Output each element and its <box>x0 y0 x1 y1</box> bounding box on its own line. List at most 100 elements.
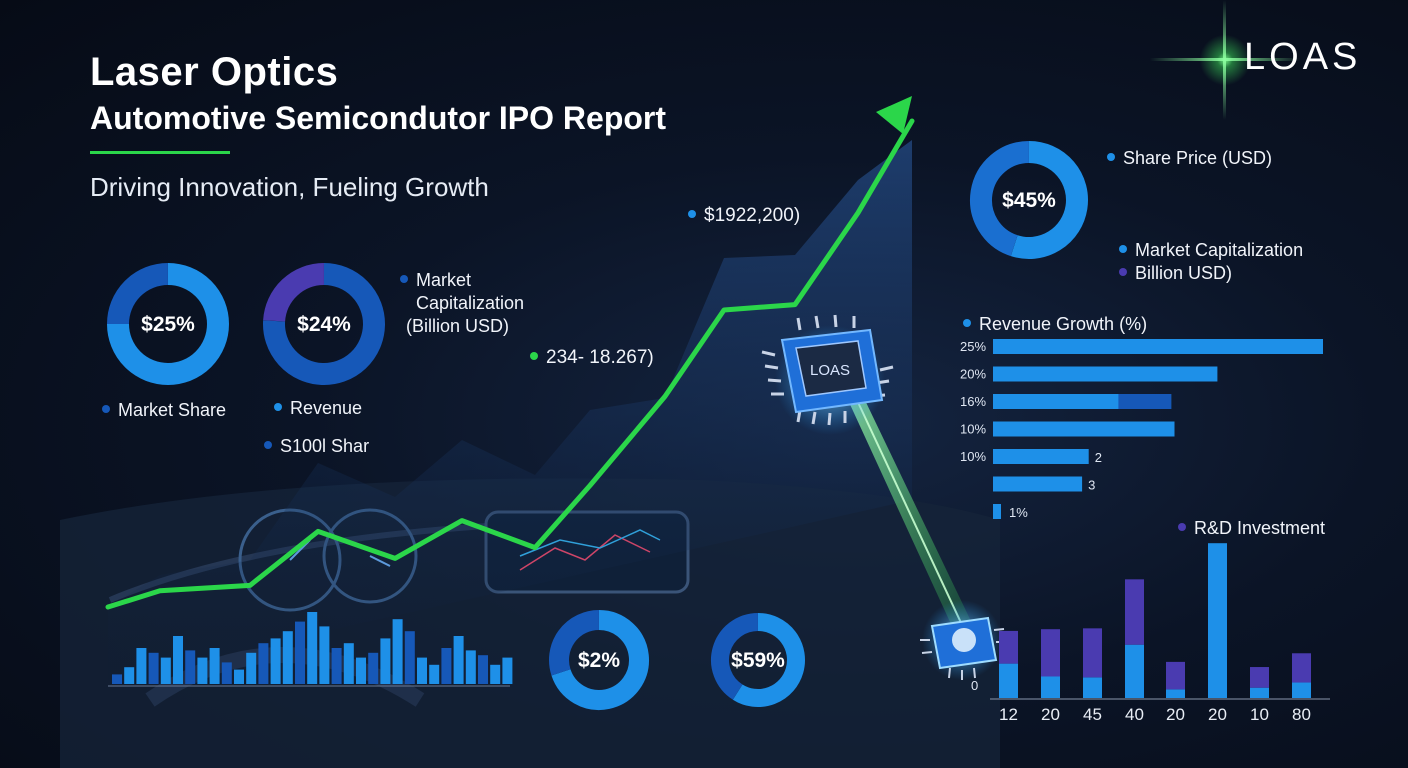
donut-center-label: $24% <box>297 313 351 336</box>
donut-share-price: $45% <box>970 141 1088 259</box>
legend-market-cap-right-2: Billion USD) <box>1119 263 1232 284</box>
rd-tick-label: 40 <box>1125 705 1144 724</box>
donut-slice <box>263 263 385 385</box>
rd-tick-label: 20 <box>1208 705 1227 724</box>
mini-bar <box>490 664 501 684</box>
legend-dot-icon <box>1178 523 1186 532</box>
mini-bar <box>417 657 427 684</box>
revenue-growth-bar-overlay <box>1118 394 1172 409</box>
point-label-mid-text: 234- 18.267) <box>546 347 654 368</box>
rd-bar-blue <box>1292 682 1311 698</box>
mini-bar <box>319 626 330 684</box>
legend-market-cap-right: Market Capitalization <box>1119 240 1303 261</box>
donut-slice <box>1010 141 1088 259</box>
revenue-growth-end-label: 3 <box>1088 478 1095 493</box>
rd-bar-purple <box>1250 667 1269 688</box>
revenue-growth-tick: 20% <box>960 367 986 382</box>
mini-bar <box>465 650 476 684</box>
donut-slice <box>711 613 759 700</box>
revenue-growth-title: Revenue Growth (%) <box>963 314 1147 335</box>
rd-bar-blue <box>1083 677 1102 698</box>
revenue-growth-tick: 10% <box>960 449 986 464</box>
legend-dot-icon <box>274 403 282 412</box>
donut-market-share: $25% <box>107 263 229 385</box>
legend-dot-icon <box>102 405 110 414</box>
point-label-mid: 234- 18.267) <box>530 347 654 369</box>
page-title: Laser Optics <box>90 50 339 94</box>
mini-bar <box>173 636 183 684</box>
mini-bar <box>441 648 452 684</box>
mini-bar <box>124 667 135 684</box>
small-chip-icon <box>920 600 1006 680</box>
donut-bottom-left: $2% <box>549 610 649 710</box>
legend-dot-icon <box>530 351 538 360</box>
mini-bar <box>209 648 220 684</box>
legend-market-cap-left-2: Capitalization <box>416 293 525 313</box>
growth-area <box>108 140 912 680</box>
point-label-top-text: $1922,200) <box>704 205 801 226</box>
rd-tick-label: 20 <box>1166 705 1185 724</box>
revenue-growth-bar <box>993 421 1175 437</box>
mini-bar <box>356 657 366 684</box>
legend-dot-icon <box>1119 245 1127 254</box>
legend-dot-icon <box>1119 268 1127 277</box>
rd-investment-title-text: R&D Investment <box>1194 518 1326 538</box>
rd-y-tick: 0 <box>971 678 978 693</box>
growth-line <box>105 118 915 610</box>
mini-bar <box>246 652 257 684</box>
rd-bar-purple <box>1083 628 1102 678</box>
mini-bar <box>295 621 305 684</box>
revenue-growth-bar <box>993 504 1001 519</box>
donut-slice <box>107 263 169 325</box>
donut-center-label: $25% <box>141 313 195 336</box>
mini-bar-chart <box>112 612 513 684</box>
mini-bar <box>197 657 208 684</box>
revenue-growth-tick: 10% <box>960 422 986 437</box>
legend-dot-icon <box>688 209 696 218</box>
legend-market-cap-left-text: Market <box>416 270 472 290</box>
rd-bar-purple <box>999 630 1018 664</box>
donut-slice <box>549 610 600 676</box>
logo-flare-ray-v <box>1223 0 1226 120</box>
mini-bar <box>148 652 159 684</box>
rd-investment-bar-chart: 12 20 45 40 20 20 10 80 0 <box>971 543 1311 724</box>
rd-bar-blue <box>1208 543 1227 698</box>
brand-logo: LOAS <box>1244 36 1362 78</box>
mini-bar <box>429 664 440 684</box>
revenue-growth-bar <box>993 339 1323 354</box>
legend-market-cap-left: Market <box>400 270 471 291</box>
mini-bar <box>282 631 293 684</box>
point-label-top: $1922,200) <box>688 205 800 227</box>
mini-bar <box>185 650 196 684</box>
legend-market-cap-right-text: Market Capitalization <box>1135 240 1304 260</box>
mini-bar <box>136 648 147 684</box>
legend-share-price: Share Price (USD) <box>1107 148 1272 169</box>
legend-revenue-text: Revenue <box>290 398 363 418</box>
revenue-growth-bar-chart: 25% 20% 16% 10% 10% 23 1% <box>960 339 1323 520</box>
mini-bar <box>112 674 122 684</box>
rd-bar-purple <box>1166 661 1185 690</box>
donut-slice <box>732 613 805 707</box>
mini-bar <box>221 662 232 684</box>
rd-bar-purple <box>1125 579 1144 645</box>
mini-bar <box>502 657 513 684</box>
semiconductor-chip-icon: LOAS <box>761 314 894 435</box>
revenue-growth-end-label: 1% <box>1009 505 1028 520</box>
mini-bar <box>307 612 318 684</box>
revenue-growth-tick: 16% <box>960 394 986 409</box>
mini-bar <box>380 638 391 684</box>
mini-bar <box>331 648 342 684</box>
mini-bar <box>392 619 403 684</box>
mini-bar <box>453 636 464 684</box>
mini-bar <box>234 669 244 684</box>
legend-revenue: Revenue <box>274 398 362 419</box>
legend-market-cap-right-text-2: Billion USD) <box>1135 263 1233 283</box>
legend-market-cap-left-3: (Billion USD) <box>406 316 510 336</box>
donut-center-label: $45% <box>1002 189 1056 212</box>
legend-share-note: S100l Shar <box>264 436 369 457</box>
revenue-growth-end-label: 2 <box>1095 450 1102 465</box>
legend-share-note-text: S100l Shar <box>280 436 370 456</box>
donut-revenue: $24% <box>263 263 385 385</box>
revenue-growth-bar <box>993 366 1218 382</box>
